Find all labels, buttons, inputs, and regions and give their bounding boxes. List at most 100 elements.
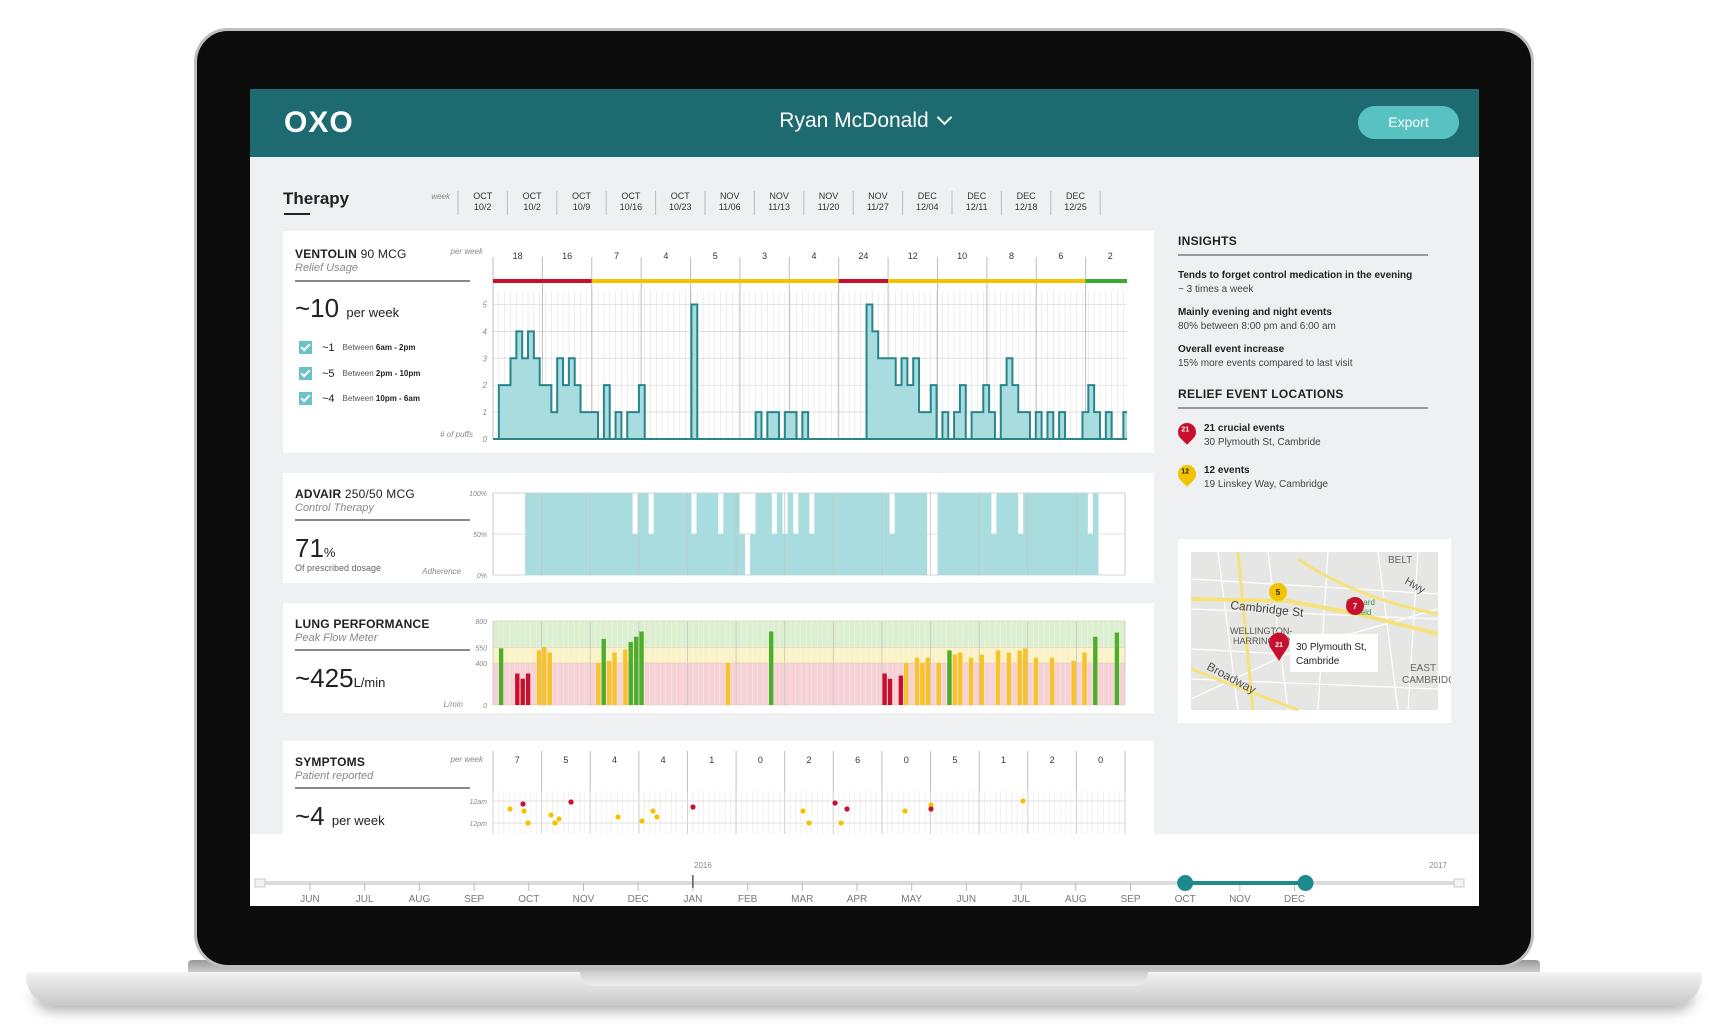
adherence-bar — [819, 493, 826, 575]
symptoms-average: ~4 per week — [295, 801, 385, 832]
insight-desc: ~ 3 times a week — [1178, 284, 1254, 295]
adherence-bar — [653, 493, 660, 575]
timeline-scroll-right[interactable] — [1453, 878, 1465, 888]
adherence-bar — [541, 493, 547, 575]
peak-flow-bar — [920, 663, 925, 705]
timeline-month-label: DEC — [1284, 894, 1305, 905]
legend-value: ~1 — [322, 341, 335, 354]
adherence-bar — [766, 493, 772, 575]
y-tick-label: 400 — [475, 661, 487, 668]
lung-y-axis-label: L/min — [443, 700, 463, 709]
red-zone — [493, 663, 1125, 705]
y-tick-label: 2 — [482, 381, 488, 390]
adherence-bar — [937, 493, 944, 575]
timeline-scroll-left[interactable] — [254, 878, 266, 888]
advair-name: ADVAIR — [295, 487, 342, 501]
symptom-point — [568, 799, 574, 805]
lung-rule — [295, 649, 470, 651]
weekly-count: 1 — [709, 755, 714, 765]
adherence-bar — [1087, 534, 1094, 575]
symptoms-average-value: ~4 — [295, 801, 325, 831]
timeline-month-label: DEC — [628, 894, 649, 905]
adherence-bar — [1060, 493, 1067, 575]
timeline-end-handle[interactable] — [1297, 875, 1314, 891]
timeline-month-label: JAN — [683, 894, 702, 905]
adherence-bar — [942, 493, 949, 575]
chevron-down-icon[interactable] — [936, 109, 952, 126]
location-item[interactable]: 12 12 events 19 Linskey Way, Cambridge — [1174, 461, 1428, 493]
peak-flow-bar — [520, 678, 525, 705]
status-bar — [641, 279, 691, 283]
adherence-bar — [985, 493, 992, 575]
adherence-bar — [1039, 493, 1045, 575]
lung-label: LUNG PERFORMANCE — [295, 617, 430, 631]
y-tick-label: 3 — [483, 354, 488, 363]
week-month: OCT — [523, 191, 543, 201]
weekly-count: 2 — [806, 755, 811, 765]
adherence-bar — [1033, 493, 1040, 575]
week-month: DEC — [918, 191, 938, 201]
timeline-canvas: JUN JUL AUG SEP OCT NOV DEC JAN FEB MAR APR MAY JUN J… — [254, 861, 1465, 905]
peak-flow-bar — [936, 663, 941, 705]
adherence-bar — [1082, 493, 1088, 575]
week-label: week — [431, 192, 451, 201]
ventolin-legend-evening[interactable]: ~5 Between 2pm - 10pm — [299, 367, 420, 380]
map-pin-icon[interactable]: 5 — [1269, 583, 1287, 601]
status-bar — [937, 279, 987, 283]
adherence-bar — [953, 493, 960, 575]
location-address: 19 Linskey Way, Cambridge — [1204, 479, 1328, 490]
adherence-bar — [798, 493, 804, 575]
peak-flow-bar — [887, 678, 893, 705]
status-bar — [739, 279, 790, 283]
symptom-point — [525, 820, 531, 826]
adherence-bar — [1028, 493, 1035, 575]
peak-flow-bar — [952, 654, 958, 705]
weekly-count: 0 — [758, 755, 763, 765]
timeline-slider[interactable]: JUN JUL AUG SEP OCT NOV DEC JAN FEB MAR APR MAY JUN J… — [250, 834, 1479, 906]
week-day: 11/13 — [768, 202, 790, 212]
peak-flow-bar — [898, 675, 904, 705]
peak-flow-bar — [904, 663, 909, 705]
location-map[interactable]: BELT Cambridge St WELLINGTON- HARRINGTON… — [1178, 539, 1456, 723]
advair-y-axis-label: Adherence — [422, 567, 461, 576]
adherence-bar — [728, 493, 735, 575]
app-logo: OXO — [284, 106, 354, 139]
map-pin-icon[interactable]: 21 — [1269, 632, 1289, 661]
timeline-month-label: MAR — [791, 894, 813, 905]
export-button[interactable]: Export — [1358, 106, 1459, 139]
insight-title: Mainly evening and night events — [1178, 307, 1332, 318]
peak-flow-bar — [725, 663, 731, 705]
adherence-bar — [605, 493, 612, 575]
green-zone — [493, 621, 1125, 648]
advair-subtitle: Control Therapy — [295, 502, 374, 514]
checkbox-icon[interactable] — [299, 392, 312, 405]
location-item[interactable]: 21 21 crucial events 30 Plymouth St, Cam… — [1174, 419, 1428, 451]
checkbox-icon[interactable] — [299, 341, 312, 354]
peak-flow-bar — [1082, 652, 1087, 705]
status-bar — [542, 279, 592, 283]
peak-flow-bar — [1006, 652, 1012, 705]
adherence-bar — [750, 534, 756, 575]
peak-flow-bar — [1114, 632, 1120, 705]
adherence-bar — [594, 493, 601, 575]
symptoms-panel: SYMPTOMS Patient reported ~4 per week pe… — [283, 741, 1154, 841]
peak-flow-bar — [601, 638, 606, 705]
peak-flow-bar — [612, 652, 617, 705]
adherence-bar — [589, 493, 596, 575]
adherence-bar — [717, 534, 724, 575]
adherence-bar — [1092, 493, 1099, 575]
weekly-count: 2 — [1050, 755, 1055, 765]
timeline-start-handle[interactable] — [1177, 875, 1194, 891]
y-tick-label: 4 — [483, 327, 488, 336]
ventolin-legend-night[interactable]: ~4 Between 10pm - 6am — [299, 392, 420, 405]
patient-selector[interactable]: Ryan McDonald — [250, 109, 1479, 133]
adherence-bar — [535, 493, 542, 575]
ventolin-legend-morning[interactable]: ~1 Between 6am - 2pm — [299, 341, 416, 354]
week-header: week OCT10/2OCT10/2OCT10/9OCT10/16OCT10/2… — [431, 191, 1101, 215]
map-pin-icon[interactable]: 7 — [1346, 597, 1364, 615]
adherence-bar — [900, 493, 906, 575]
y-tick-label: 0 — [483, 435, 488, 444]
legend-prefix: Between — [342, 343, 374, 352]
checkbox-icon[interactable] — [299, 367, 312, 380]
peak-flow-bar — [1071, 660, 1076, 705]
